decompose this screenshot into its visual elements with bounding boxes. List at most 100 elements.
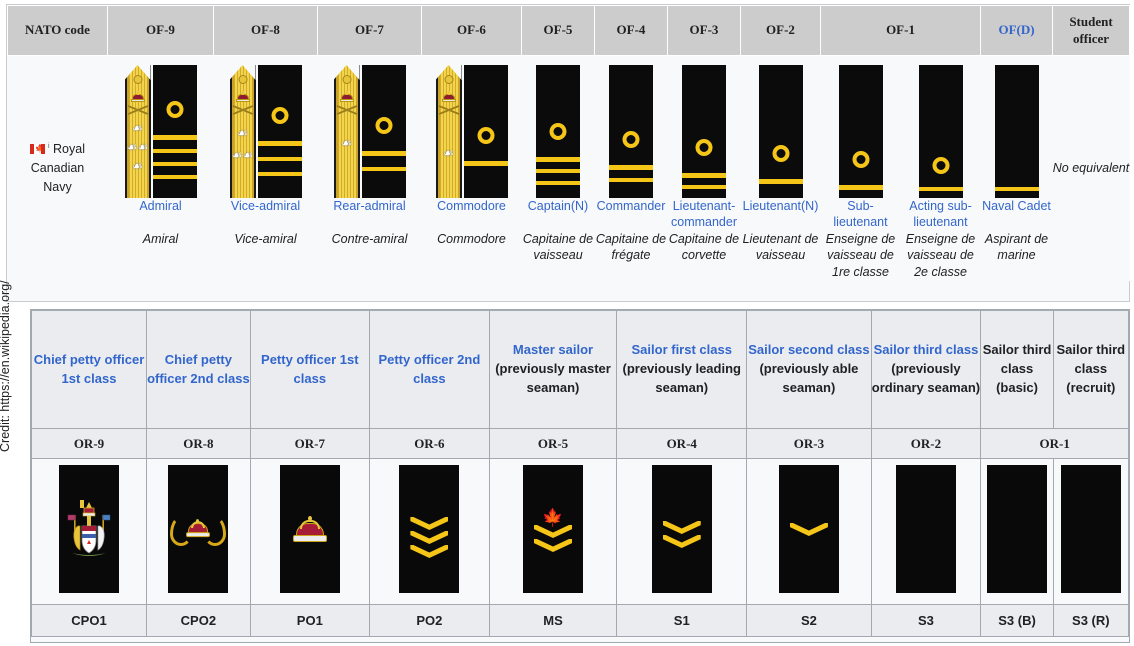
two-chevrons-badge-icon	[651, 465, 712, 593]
abbr-ms: MS	[488, 604, 618, 637]
ncm-title-text: Sailor third class (basic)	[982, 342, 1052, 395]
or-code-or3: OR-3	[746, 428, 872, 459]
nato-code-row: NATO code OF-9 OF-8 OF-7 OF-6 OF-5 OF-4 …	[7, 5, 1131, 56]
ncm-insignia-row: 🍁	[31, 458, 1130, 605]
insignia-vice-admiral[interactable]: ☙ ☙ ☙	[213, 55, 318, 198]
ncm-insignia-po2[interactable]	[368, 458, 490, 605]
nato-code-of7: OF-7	[317, 5, 422, 56]
ncm-title-ms[interactable]: Master sailor (previously master seaman)	[488, 310, 618, 429]
crown-icon	[292, 516, 327, 542]
abbr-po2: PO2	[368, 604, 490, 637]
rank-name-commodore[interactable]: Commodore	[421, 198, 522, 231]
rank-name-lieutenant-commander[interactable]: Lieutenant-commander	[667, 198, 741, 231]
ncm-title-text: Master sailor	[512, 342, 594, 358]
service-name-cell: 🍁 i Royal Canadian Navy	[7, 55, 108, 282]
ncm-insignia-cpo1[interactable]	[31, 458, 147, 605]
ncm-title-po1[interactable]: Petty officer 1st class	[249, 310, 370, 429]
rank-name-fr-contre-amiral: Contre-amiral	[317, 230, 422, 282]
nato-code-of4: OF-4	[594, 5, 668, 56]
rank-name-fr-enseigne-2e: Enseigne de vaisseau de 2e classe	[900, 230, 981, 282]
ncm-title-text: Sailor first class	[631, 342, 732, 358]
no-equivalent-cell: No equivalent	[1052, 55, 1130, 282]
sleeve-admiral	[152, 65, 197, 198]
sleeve-acting-sub-lieutenant	[918, 65, 963, 198]
ncm-title-s1[interactable]: Sailor first class (previously leading se…	[616, 310, 748, 429]
or-code-or1: OR-1	[980, 428, 1129, 459]
sleeve-lieutenant-commander	[682, 65, 726, 198]
rank-name-fr-commodore: Commodore	[421, 230, 522, 282]
insignia-commander[interactable]	[594, 55, 668, 198]
crown-in-wreath-badge-icon	[168, 465, 229, 593]
insignia-naval-cadet[interactable]	[980, 55, 1053, 198]
rank-name-acting-sub-lieutenant[interactable]: Acting sub-lieutenant	[900, 198, 981, 231]
ncm-or-code-row: OR-9 OR-8 OR-7 OR-6 OR-5 OR-4 OR-3 OR-2 …	[31, 428, 1129, 459]
ncm-insignia-s3[interactable]	[870, 458, 982, 605]
sleeve-sub-lieutenant	[838, 65, 883, 198]
insignia-lieutenant-commander[interactable]	[667, 55, 741, 198]
sleeve-commodore	[463, 65, 508, 198]
ncm-title-cpo1[interactable]: Chief petty officer 1st class	[31, 310, 147, 429]
rank-name-commander[interactable]: Commander	[594, 198, 668, 231]
insignia-rear-admiral[interactable]: ☙	[317, 55, 422, 198]
ncm-title-s3[interactable]: Sailor third class (previously ordinary s…	[870, 310, 982, 429]
rank-name-fr-capitaine-de-fregate: Capitaine de frégate	[594, 230, 668, 282]
ncm-insignia-ms[interactable]: 🍁	[488, 458, 618, 605]
rank-name-fr-amiral: Amiral	[107, 230, 214, 282]
rank-name-captain[interactable]: Captain(N)	[521, 198, 595, 231]
rank-name-fr-capitaine-de-corvette: Capitaine de corvette	[667, 230, 741, 282]
ncm-insignia-s3-basic[interactable]	[980, 458, 1054, 605]
abbr-s3-recruit: S3 (R)	[1052, 604, 1130, 637]
insignia-acting-sub-lieutenant[interactable]	[900, 55, 981, 198]
ncm-title-text: Petty officer 1st class	[261, 351, 359, 386]
officer-english-names-row: Admiral Vice-admiral Rear-admiral Commod…	[8, 198, 1130, 231]
insignia-commodore[interactable]: ☙	[421, 55, 522, 198]
rank-name-lieutenant[interactable]: Lieutenant(N)	[740, 198, 821, 231]
nato-code-header: NATO code	[7, 5, 108, 56]
ncm-previously-text: (previously leading seaman)	[622, 361, 741, 395]
rank-name-naval-cadet[interactable]: Naval Cadet	[980, 198, 1053, 231]
plain-black-badge-icon	[1060, 465, 1121, 593]
officer-ranks-table: NATO code OF-9 OF-8 OF-7 OF-6 OF-5 OF-4 …	[6, 4, 1131, 302]
ncm-title-text: Petty officer 2nd class	[378, 351, 481, 386]
nato-code-of1: OF-1	[819, 5, 982, 56]
rank-name-fr-lieutenant-de-vaisseau: Lieutenant de vaisseau	[740, 230, 821, 282]
coat-of-arms-icon	[67, 500, 111, 556]
insignia-lieutenant[interactable]	[740, 55, 821, 198]
canada-flag-icon: 🍁	[29, 144, 45, 155]
footnote-marker: i	[47, 142, 50, 150]
ncm-title-po2[interactable]: Petty officer 2nd class	[368, 310, 490, 429]
insignia-admiral[interactable]: ☙ ☙ ☙ ☙	[107, 55, 214, 198]
or-code-or9: OR-9	[31, 428, 147, 459]
rank-name-sub-lieutenant[interactable]: Sub-lieutenant	[820, 198, 901, 231]
officer-insignia-row: 🍁 i Royal Canadian Navy ☙ ☙	[7, 55, 1130, 282]
ncm-title-s2[interactable]: Sailor second class (previously able seam…	[746, 310, 872, 429]
rank-name-rear-admiral[interactable]: Rear-admiral	[317, 198, 422, 231]
credit-text: Credit: https://en.wikipedia.org/	[0, 280, 12, 452]
ncm-title-text: Chief petty officer 2nd class	[147, 351, 250, 386]
ncm-insignia-cpo2[interactable]	[145, 458, 251, 605]
ncm-title-cpo2[interactable]: Chief petty officer 2nd class	[145, 310, 251, 429]
ncm-previously-text: (previously able seaman)	[759, 361, 859, 395]
ncm-insignia-s3-recruit[interactable]	[1052, 458, 1130, 605]
ncm-abbreviation-row: CPO1 CPO2 PO1 PO2 MS S1 S2 S3 S3 (B) S3 …	[31, 604, 1130, 637]
rank-name-vice-admiral[interactable]: Vice-admiral	[213, 198, 318, 231]
ncm-previously-text: (previously ordinary seaman)	[871, 361, 981, 395]
rank-name-admiral[interactable]: Admiral	[107, 198, 214, 231]
nato-code-student-officer: Student officer	[1052, 5, 1131, 56]
ncm-insignia-s2[interactable]	[746, 458, 872, 605]
nato-code-of6: OF-6	[421, 5, 522, 56]
insignia-sub-lieutenant[interactable]	[820, 55, 901, 198]
abbr-s2: S2	[746, 604, 872, 637]
sleeve-rear-admiral	[361, 65, 406, 198]
ncm-title-row: Chief petty officer 1st class Chief pett…	[31, 310, 1130, 429]
ncm-title-text: Chief petty officer 1st class	[33, 351, 145, 386]
shoulder-board-commodore: ☙	[435, 65, 462, 198]
abbr-s1: S1	[616, 604, 748, 637]
nato-code-of2: OF-2	[740, 5, 821, 56]
insignia-captain[interactable]	[521, 55, 595, 198]
or-code-or5: OR-5	[488, 428, 618, 459]
ncm-insignia-po1[interactable]	[249, 458, 370, 605]
nato-code-ofd[interactable]: OF(D)	[980, 5, 1054, 56]
or-code-or8: OR-8	[145, 428, 251, 459]
ncm-insignia-s1[interactable]	[616, 458, 748, 605]
